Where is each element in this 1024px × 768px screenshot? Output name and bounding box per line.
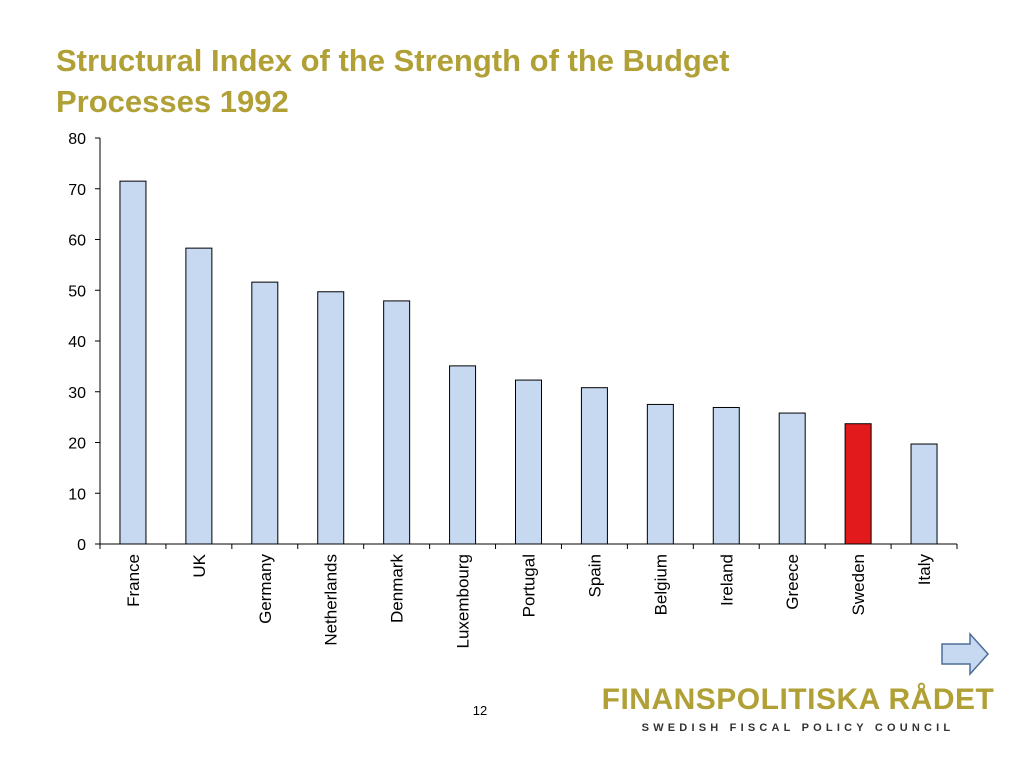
- next-slide-arrow-icon[interactable]: [940, 632, 990, 676]
- slide-title: Structural Index of the Strength of the …: [56, 40, 856, 122]
- x-tick-labels: France UK Germany Netherlands Denmark Luxembo…: [124, 553, 934, 648]
- x-tick-label-france: France: [124, 554, 143, 607]
- bar-germany: [251, 281, 279, 545]
- y-tick-label: 30: [68, 385, 86, 402]
- x-tick-label-belgium: Belgium: [651, 554, 670, 615]
- x-tick-label-ireland: Ireland: [717, 554, 736, 606]
- x-axis: [99, 543, 958, 549]
- y-tick-label: 10: [68, 486, 86, 503]
- bar-netherlands: [317, 291, 345, 545]
- x-tick-label-denmark: Denmark: [388, 554, 407, 623]
- bar-uk: [185, 247, 213, 545]
- y-tick-label: 20: [68, 436, 86, 453]
- bar-italy: [910, 443, 938, 545]
- x-tick-label-italy: Italy: [915, 554, 934, 586]
- council-logo: FINANSPOLITISKA RÅDET SWEDISH FISCAL POL…: [596, 683, 1000, 735]
- bar-chart: 0 10 20 30 40 50 60 70 80 France UK Germany Netherl…: [68, 131, 958, 649]
- bar-belgium: [646, 403, 674, 545]
- y-tick-label: 80: [68, 131, 86, 148]
- bar-sweden: [844, 423, 872, 545]
- x-tick-label-spain: Spain: [585, 554, 604, 597]
- page-number: 12: [472, 703, 488, 718]
- x-tick-label-germany: Germany: [256, 554, 275, 624]
- x-tick-label-luxembourg: Luxembourg: [454, 554, 473, 649]
- x-tick-label-sweden: Sweden: [849, 554, 868, 615]
- slide-title-line-2: Processes 1992: [56, 84, 289, 119]
- y-tick-label: 0: [77, 537, 86, 554]
- x-tick-label-greece: Greece: [783, 554, 802, 610]
- x-tick-label-netherlands: Netherlands: [322, 554, 341, 646]
- slide-title-line-1: Structural Index of the Strength of the …: [56, 43, 730, 78]
- y-tick-label: 70: [68, 182, 86, 199]
- bar-greece: [778, 412, 806, 545]
- bar-portugal: [515, 379, 542, 545]
- y-tick-label: 50: [68, 283, 86, 300]
- bar-spain: [580, 387, 608, 545]
- y-axis: 0 10 20 30 40 50 60 70 80: [68, 131, 101, 554]
- y-tick-label: 60: [68, 233, 86, 250]
- bar-luxembourg: [449, 365, 477, 545]
- x-tick-label-uk: UK: [190, 553, 209, 577]
- x-tick-label-portugal: Portugal: [520, 554, 539, 617]
- logo-wordmark: FINANSPOLITISKA RÅDET: [601, 683, 995, 716]
- y-tick-label: 40: [68, 334, 86, 351]
- bar-france: [119, 180, 147, 545]
- bar-series: [119, 180, 938, 545]
- logo-tagline: SWEDISH FISCAL POLICY COUNCIL: [641, 722, 955, 734]
- bar-denmark: [383, 300, 411, 545]
- bar-ireland: [712, 406, 740, 545]
